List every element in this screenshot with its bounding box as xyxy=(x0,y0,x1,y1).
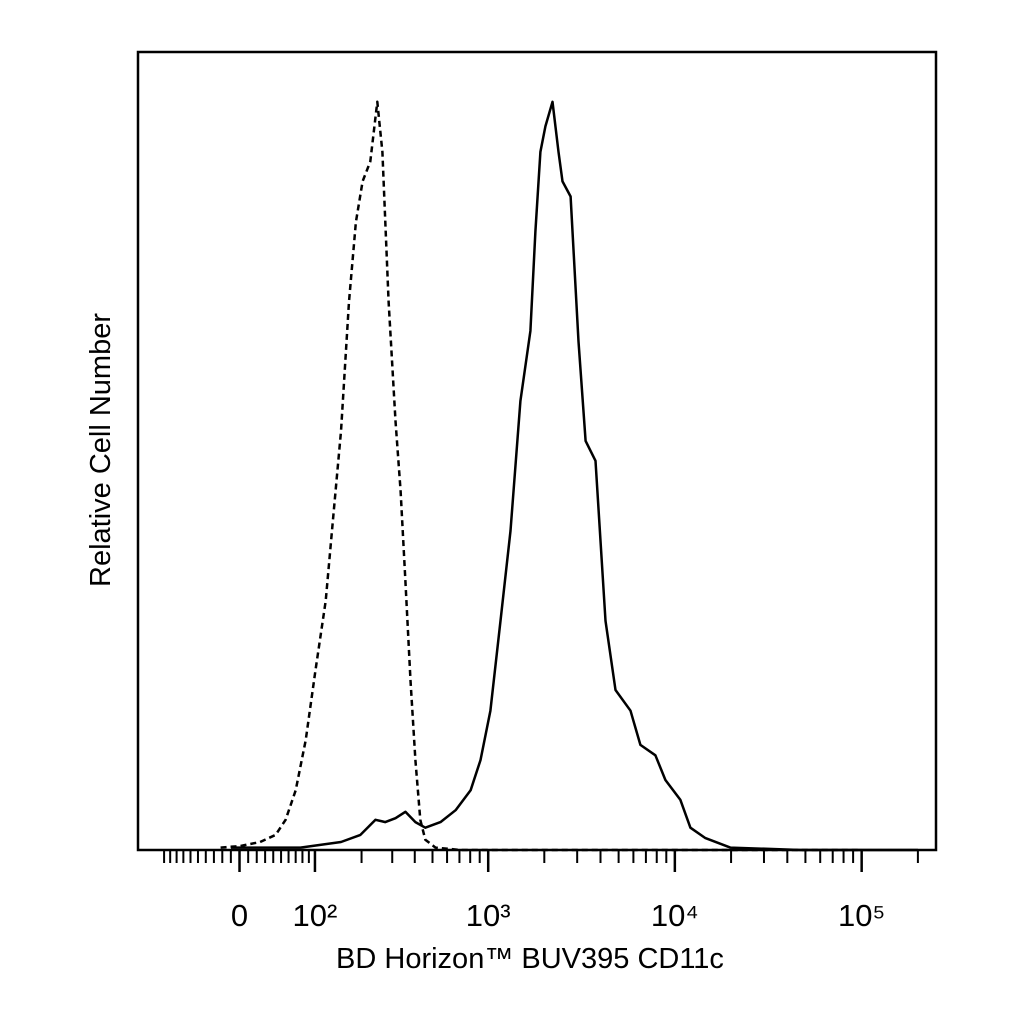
x-axis-label: BD Horizon™ BUV395 CD11c xyxy=(336,943,724,975)
x-tick-label: 10³ xyxy=(466,898,511,933)
y-axis-label: Relative Cell Number xyxy=(85,313,117,587)
histogram-line xyxy=(230,100,918,852)
x-tick-label: 0 xyxy=(231,898,248,933)
x-tick-label: 10⁴ xyxy=(651,898,699,933)
x-tick-label: 10⁵ xyxy=(838,898,885,933)
plot-frame xyxy=(136,50,938,852)
histogram-line xyxy=(220,100,862,852)
x-tick-label: 10² xyxy=(293,898,338,933)
